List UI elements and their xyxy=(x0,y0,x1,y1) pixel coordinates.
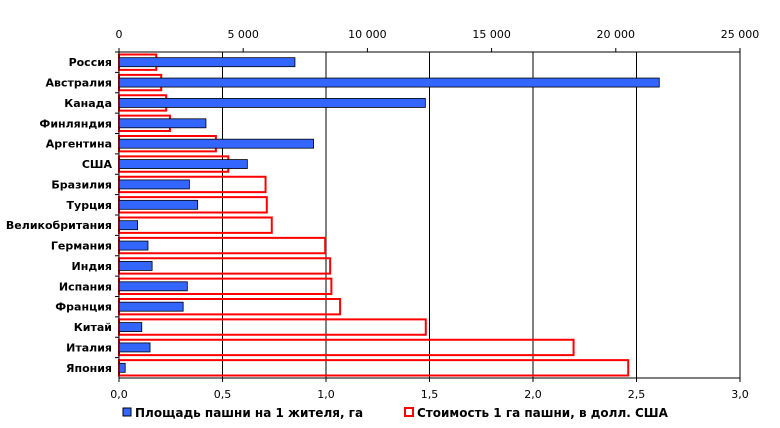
top-tick-label: 15 000 xyxy=(472,28,511,41)
bar-area xyxy=(118,118,207,129)
bottom-tick-label: 1,0 xyxy=(317,388,335,401)
bar-area xyxy=(118,301,184,312)
bottom-tick-label: 2,0 xyxy=(524,388,542,401)
top-tick-label: 0 xyxy=(116,28,123,41)
bar-area xyxy=(118,281,188,292)
category-label: Испания xyxy=(59,280,112,293)
bottom-tick-label: 3,0 xyxy=(731,388,749,401)
category-labels: Россия Австралия Канада Финляндия Аргентина С… xyxy=(6,56,113,375)
bar-cost xyxy=(118,338,575,357)
category-label: Финляндия xyxy=(39,117,112,130)
bar-cost xyxy=(118,216,273,234)
category-label: Бразилия xyxy=(51,178,112,191)
category-label: Россия xyxy=(69,56,112,69)
legend-label-cost: Стоимость 1 га пашни, в долл. США xyxy=(417,406,669,420)
bottom-tick-label: 0,0 xyxy=(110,388,128,401)
category-label: Китай xyxy=(74,321,112,334)
bar-area xyxy=(118,77,660,88)
category-label: Германия xyxy=(51,240,112,253)
category-label: Великобритания xyxy=(6,219,112,232)
bottom-tick-label: 2,5 xyxy=(628,388,646,401)
category-label: Япония xyxy=(66,362,112,375)
category-label: Индия xyxy=(72,260,112,273)
bar-cost xyxy=(118,359,630,377)
legend-swatch-cost xyxy=(404,407,414,417)
category-label: Канада xyxy=(64,97,112,110)
bar-area xyxy=(118,322,143,332)
bar-area xyxy=(118,179,190,190)
bottom-axis-ticks: 0,0 0,5 1,0 1,5 2,0 2,5 3,0 xyxy=(110,378,749,401)
category-label: Италия xyxy=(66,341,112,354)
top-axis-ticks: 0 5 000 10 000 15 000 20 000 25 000 xyxy=(116,28,760,52)
bars xyxy=(118,53,660,377)
bottom-tick-label: 0,5 xyxy=(214,388,232,401)
category-label: США xyxy=(82,158,113,171)
bar-area xyxy=(118,342,151,353)
category-label: Франция xyxy=(55,301,112,314)
bar-area xyxy=(118,240,149,251)
top-tick-label: 20 000 xyxy=(597,28,636,41)
legend: Площадь пашни на 1 жителя, га Стоимость … xyxy=(122,406,669,420)
legend-swatch-area xyxy=(122,407,132,417)
bar-area xyxy=(118,98,426,108)
bar-cost xyxy=(118,318,427,336)
bar-area xyxy=(118,261,153,271)
bar-area xyxy=(118,57,296,68)
legend-label-area: Площадь пашни на 1 жителя, га xyxy=(135,406,363,420)
bar-area xyxy=(118,138,314,149)
bar-area xyxy=(118,220,139,231)
category-label: Турция xyxy=(67,199,112,212)
bottom-tick-label: 1,5 xyxy=(421,388,439,401)
top-tick-label: 25 000 xyxy=(721,28,760,41)
bar-area xyxy=(118,159,248,169)
bar-area xyxy=(118,362,126,373)
top-tick-label: 10 000 xyxy=(348,28,387,41)
category-label: Аргентина xyxy=(46,138,112,151)
top-tick-label: 5 000 xyxy=(227,28,259,41)
bar-area xyxy=(118,199,199,210)
category-label: Австралия xyxy=(46,77,113,90)
